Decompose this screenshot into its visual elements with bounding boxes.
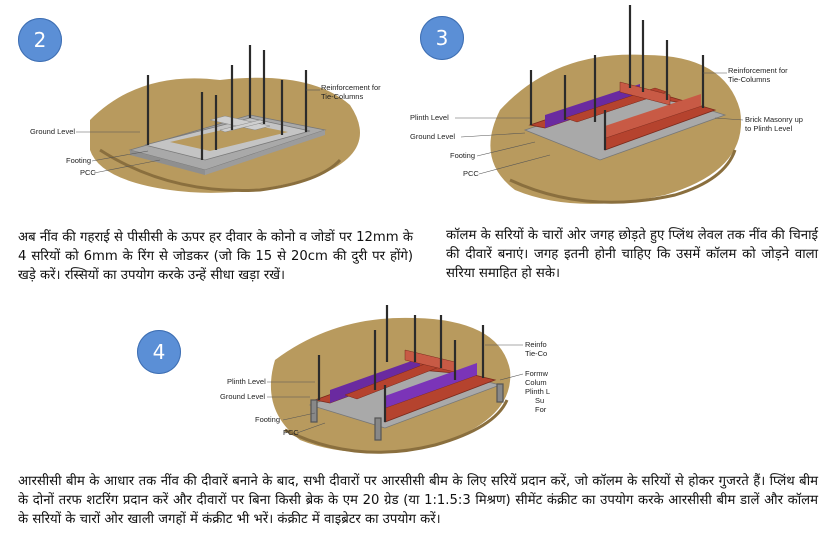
- label-reinforcement: Reinforcement for: [321, 83, 381, 92]
- label-pcc: PCC: [463, 169, 479, 178]
- column-rebars: [529, 5, 705, 150]
- step-number-badge: 4: [137, 330, 181, 374]
- illustration-step-2: Reinforcement for Tie-Columns Ground Lev…: [30, 45, 381, 193]
- column-rebars: [146, 45, 308, 160]
- label-footing: Footing: [66, 156, 91, 165]
- label-plinth-level: Plinth Level: [410, 113, 449, 122]
- label-reinforcement: Reinforcement for: [728, 66, 788, 75]
- label-pcc: PCC: [283, 428, 299, 437]
- label-plinth-level: Plinth Level: [227, 377, 266, 386]
- label-reinforcement-cut-2: Tie-Co: [525, 349, 547, 358]
- label-reinforcement-2: Tie-Columns: [321, 92, 363, 101]
- step-number: 2: [33, 28, 47, 52]
- label-pcc: PCC: [80, 168, 96, 177]
- label-reinforcement-cut: Reinfo: [525, 340, 547, 349]
- label-formwork-cut-5: For: [535, 405, 547, 414]
- step-number-badge: 2: [18, 18, 62, 62]
- formwork-supports: [310, 383, 504, 441]
- illustration-step-3: Reinforcement for Tie-Columns Brick Maso…: [410, 5, 803, 204]
- step-2-description: अब नींव की गहराई से पीसीसी के ऊपर हर दीव…: [18, 230, 413, 283]
- label-brick-masonry-2: to Plinth Level: [745, 124, 792, 133]
- label-formwork-cut-4: Su: [535, 396, 544, 405]
- label-footing: Footing: [255, 415, 280, 424]
- step-3-description: कॉलम के सरियों के चारों ओर जगह छोड़ते हु…: [446, 228, 818, 281]
- step-number: 4: [152, 340, 166, 364]
- label-ground-level: Ground Level: [30, 127, 75, 136]
- label-footing: Footing: [450, 151, 475, 160]
- label-ground-level: Ground Level: [220, 392, 265, 401]
- label-formwork-cut-1: Formw: [525, 369, 548, 378]
- label-formwork-cut-3: Plinth L: [525, 387, 550, 396]
- label-brick-masonry: Brick Masonry up: [745, 115, 803, 124]
- label-formwork-cut-2: Colum: [525, 378, 547, 387]
- label-ground-level: Ground Level: [410, 132, 455, 141]
- label-reinforcement-2: Tie-Columns: [728, 75, 770, 84]
- column-rebars: [317, 305, 485, 422]
- step-number-badge: 3: [420, 16, 464, 60]
- step-number: 3: [435, 26, 449, 50]
- step-4-description: आरसीसी बीम के आधार तक नींव की दीवारें बन…: [18, 474, 818, 527]
- illustration-step-4: Plinth Level Ground Level Footing PCC Re…: [220, 305, 550, 454]
